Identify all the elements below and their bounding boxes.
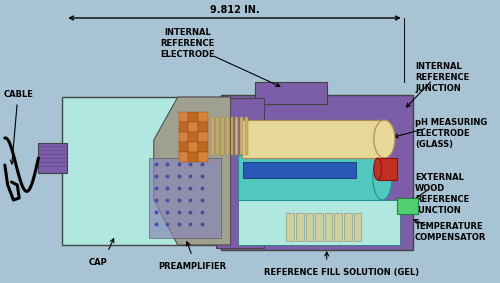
- Bar: [230, 117, 234, 155]
- Bar: [198, 112, 207, 122]
- Bar: [178, 152, 188, 162]
- Bar: [238, 200, 400, 245]
- Text: TEMPERATURE
COMPENSATOR: TEMPERATURE COMPENSATOR: [415, 222, 486, 242]
- Polygon shape: [154, 97, 230, 245]
- Bar: [188, 132, 198, 142]
- Bar: [188, 152, 198, 162]
- Bar: [198, 152, 207, 162]
- Text: INTERNAL
REFERENCE
JUNCTION: INTERNAL REFERENCE JUNCTION: [415, 62, 470, 93]
- Bar: [221, 95, 413, 250]
- Bar: [216, 98, 264, 248]
- Bar: [198, 132, 207, 142]
- Bar: [334, 213, 342, 241]
- Bar: [238, 155, 382, 200]
- Bar: [188, 122, 198, 132]
- Text: EXTERNAL
WOOD
REFERENCE
JUNCTION: EXTERNAL WOOD REFERENCE JUNCTION: [415, 173, 470, 215]
- Bar: [245, 117, 248, 155]
- Bar: [216, 117, 219, 155]
- Bar: [178, 122, 188, 132]
- Bar: [38, 143, 68, 173]
- Bar: [188, 142, 198, 152]
- Text: INTERNAL
REFERENCE
ELECTRODE: INTERNAL REFERENCE ELECTRODE: [160, 28, 214, 59]
- Ellipse shape: [374, 120, 395, 158]
- Bar: [378, 158, 397, 180]
- Bar: [286, 213, 294, 241]
- Bar: [188, 112, 198, 122]
- Bar: [178, 142, 188, 152]
- Bar: [254, 82, 326, 104]
- Text: PREAMPLIFIER: PREAMPLIFIER: [158, 262, 226, 271]
- Text: 9.812 IN.: 9.812 IN.: [210, 5, 260, 15]
- Bar: [243, 162, 356, 178]
- Bar: [354, 213, 362, 241]
- Bar: [344, 213, 352, 241]
- Text: CABLE: CABLE: [4, 90, 34, 99]
- Ellipse shape: [374, 158, 382, 180]
- Bar: [296, 213, 304, 241]
- Text: pH MEASURING
ELECTRODE
(GLASS): pH MEASURING ELECTRODE (GLASS): [415, 118, 488, 149]
- Text: REFERENCE FILL SOLUTION (GEL): REFERENCE FILL SOLUTION (GEL): [264, 268, 418, 277]
- Bar: [149, 158, 221, 238]
- Bar: [212, 117, 214, 155]
- Ellipse shape: [373, 155, 392, 200]
- Bar: [198, 122, 207, 132]
- Bar: [62, 97, 230, 245]
- Bar: [226, 117, 228, 155]
- Bar: [242, 120, 384, 158]
- Bar: [240, 117, 243, 155]
- Bar: [306, 213, 314, 241]
- Bar: [397, 198, 418, 214]
- Bar: [221, 117, 224, 155]
- Bar: [178, 132, 188, 142]
- Bar: [236, 117, 238, 155]
- Text: CAP: CAP: [88, 258, 108, 267]
- Bar: [325, 213, 332, 241]
- Bar: [198, 142, 207, 152]
- Bar: [178, 112, 188, 122]
- Bar: [315, 213, 323, 241]
